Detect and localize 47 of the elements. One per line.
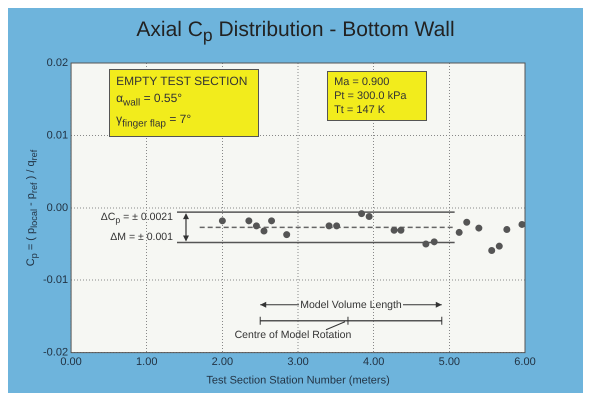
annotation: Ma = 0.900 (334, 75, 390, 89)
annotation: Centre of Model Rotation (234, 328, 352, 341)
point (252, 222, 260, 230)
point (456, 228, 463, 236)
note-box: Ma = 0.900 Pt = 300.0 kPa Tt = 147 K (327, 71, 428, 121)
point (283, 231, 290, 238)
point (397, 226, 404, 234)
annotation: ΔM = ± 0.001 (109, 230, 174, 243)
point (503, 226, 510, 234)
annotation: Tt = 147 K (334, 103, 386, 117)
y-tick-label: -0.02 (42, 346, 68, 359)
y-tick-label: 0.02 (46, 57, 68, 70)
x-tick-label: 3.00 (287, 356, 309, 368)
point (475, 224, 482, 232)
point (326, 222, 333, 230)
point (366, 212, 373, 220)
point (422, 240, 430, 248)
point (390, 226, 398, 234)
point (430, 238, 438, 246)
x-tick-label: 0.00 (60, 356, 82, 368)
point (268, 217, 276, 224)
point (333, 222, 340, 230)
annotation: EMPTY TEST SECTION (116, 73, 248, 90)
x-tick-label: 5.00 (438, 356, 460, 368)
y-tick-label: -0.01 (42, 274, 68, 286)
point (496, 242, 503, 250)
note-box: EMPTY TEST SECTION α$_{wall}$ = 0.55° γ$_{finger flap}$ = 7° (109, 69, 260, 137)
point (518, 220, 525, 228)
point (488, 247, 496, 254)
annotation: ΔC$_{p}$ = ± 0.0021 (100, 211, 174, 226)
x-tick-label: 4.00 (362, 356, 384, 368)
annotation: Pt = 300.0 kPa (334, 89, 408, 103)
annotation: Model Volume Length (299, 298, 403, 311)
point (260, 227, 268, 234)
chart-title: Axial C$_{p}$ Distribution - Bottom Wall (135, 18, 456, 46)
point (463, 218, 470, 226)
annotation: γ$_{finger flap}$ = 7° (116, 111, 192, 132)
point (218, 217, 226, 224)
y-tick-label: 0.01 (46, 129, 68, 142)
point (358, 210, 366, 218)
y-tick-label: 0.00 (46, 202, 68, 214)
point (245, 217, 252, 224)
x-axis-title: Test Section Station Number (meters) (206, 374, 390, 386)
annotation: α$_{wall}$ = 0.55° (116, 90, 184, 110)
x-tick-label: 6.00 (514, 356, 536, 368)
x-tick-label: 1.00 (136, 356, 158, 368)
x-tick-label: 2.00 (212, 356, 234, 368)
